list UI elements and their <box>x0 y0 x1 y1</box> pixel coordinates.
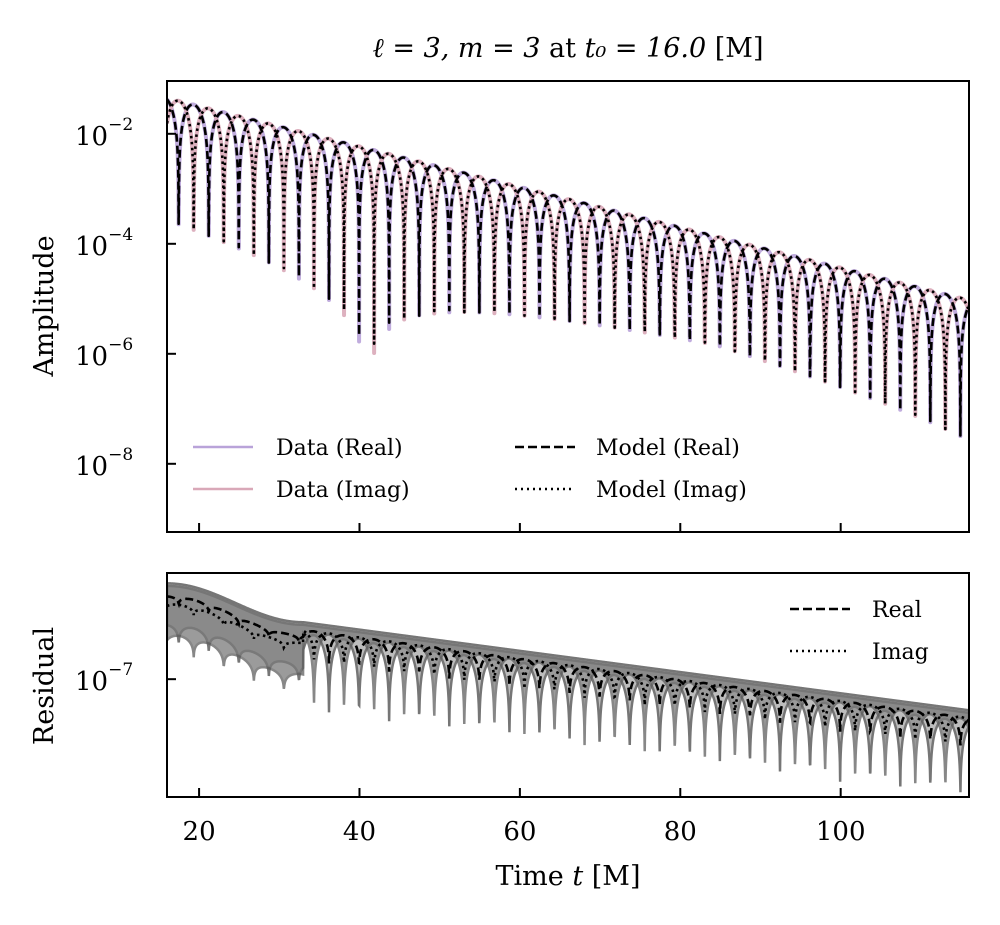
y-tick-label: 10−2 <box>75 115 133 152</box>
residual-series-real <box>167 595 969 746</box>
amplitude-y-ticks: 10−2 10−4 10−6 10−8 <box>75 115 176 482</box>
y-tick-label: 10−7 <box>75 660 133 697</box>
residual-panel: 10−7 20 40 60 80 100 Residual Time t [M] Rea… <box>29 572 970 892</box>
legend-label-model-imag: Model (Imag) <box>596 478 747 503</box>
x-tick-label: 40 <box>343 817 376 847</box>
amplitude-series-group <box>167 97 969 439</box>
residual-y-ticks: 10−7 <box>75 660 176 697</box>
y-tick-label: 10−8 <box>75 445 133 482</box>
x-tick-label: 100 <box>816 817 866 847</box>
residual-x-ticks: 20 40 60 80 100 <box>183 788 866 847</box>
chart-title: ℓ = 3, m = 3 at t₀ = 16.0 [M] <box>373 33 764 64</box>
x-tick-label: 20 <box>183 817 216 847</box>
amplitude-x-ticks <box>198 523 842 532</box>
residual-axes-frame <box>166 572 970 798</box>
residual-band-imag <box>167 584 969 784</box>
x-axis-label: Time t [M] <box>496 861 641 892</box>
legend-label-residual-imag: Imag <box>872 640 929 665</box>
legend-label-residual-real: Real <box>872 598 922 623</box>
x-tick-label: 60 <box>503 817 536 847</box>
legend-label-data-imag: Data (Imag) <box>276 478 410 503</box>
amplitude-panel: 10−2 10−4 10−6 10−8 Amplitude Data (Real) D… <box>29 80 970 533</box>
legend-label-model-real: Model (Real) <box>596 436 740 461</box>
amplitude-y-axis-label: Amplitude <box>29 235 60 377</box>
y-tick-label: 10−6 <box>75 335 133 372</box>
amplitude-axes-frame <box>166 80 970 533</box>
residual-series-group <box>167 582 969 793</box>
y-tick-label: 10−4 <box>75 225 133 262</box>
series-model-real <box>167 98 969 437</box>
series-model-imag <box>167 99 969 431</box>
residual-y-axis-label: Residual <box>29 627 60 745</box>
amplitude-legend: Data (Real) Data (Imag) Model (Real) Mod… <box>193 436 747 503</box>
x-tick-label: 80 <box>664 817 697 847</box>
residual-legend: Real Imag <box>790 598 929 665</box>
legend-label-data-real: Data (Real) <box>276 436 403 461</box>
